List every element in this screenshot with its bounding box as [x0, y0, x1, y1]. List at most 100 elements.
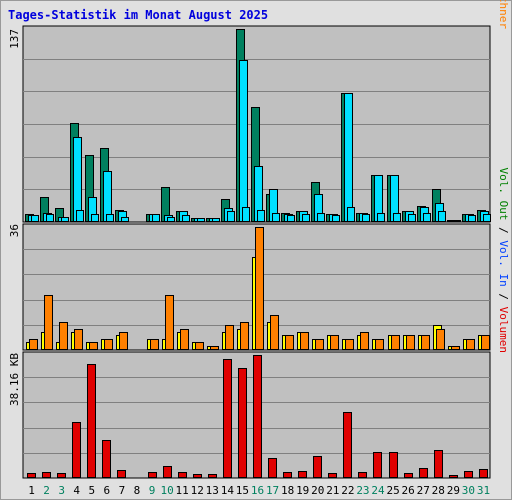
bar-seiten-day-17	[272, 213, 280, 222]
bar-seiten-day-25	[393, 213, 401, 222]
x-tick-label-day-25: 25	[386, 484, 399, 497]
bar-rechner-day-30	[466, 339, 475, 350]
bar-rechner-day-26	[406, 335, 415, 350]
bar-seiten-day-9	[152, 214, 160, 222]
bar-volumen-day-3	[57, 473, 66, 478]
bar-rechner-day-27	[421, 335, 430, 350]
bar-seiten-day-10	[167, 217, 175, 222]
bar-seiten-day-21	[332, 215, 340, 222]
x-tick-label-day-29: 29	[447, 484, 460, 497]
x-tick-label-day-1: 1	[28, 484, 35, 497]
y-max-label-volume: 38.16 KB	[8, 353, 21, 406]
bar-volumen-day-15	[238, 368, 247, 478]
bar-seiten-day-26	[408, 214, 416, 222]
bar-seiten-day-19	[302, 214, 310, 222]
bar-seiten-day-16	[257, 210, 265, 222]
x-tick-label-day-28: 28	[432, 484, 445, 497]
bar-volumen-day-31	[479, 469, 488, 478]
x-tick-label-day-23: 23	[356, 484, 369, 497]
bar-volumen-day-22	[343, 412, 352, 478]
bar-seiten-day-18	[287, 215, 295, 222]
bar-volumen-day-17	[268, 458, 277, 478]
x-tick-label-day-12: 12	[191, 484, 204, 497]
bar-rechner-day-22	[345, 339, 354, 350]
bar-volumen-day-4	[72, 422, 81, 478]
bar-seiten-day-22	[347, 207, 355, 222]
bar-volumen-day-21	[328, 473, 337, 478]
bar-rechner-day-9	[150, 339, 159, 350]
bar-seiten-day-24	[377, 213, 385, 222]
legend-bottom-item-0: Vol. Out	[497, 168, 510, 221]
bar-seiten-day-15	[242, 207, 250, 222]
bar-rechner-day-24	[375, 339, 384, 350]
x-axis-labels: 1 2 3 4 5 6 7 8 9 10 11 12 13 14 15 16 17 18 19 20 21 22 23 24 2…	[28, 484, 490, 497]
chart-panels	[22, 25, 491, 479]
bar-volumen-day-24	[373, 452, 382, 478]
x-tick-label-day-18: 18	[281, 484, 294, 497]
bar-rechner-day-25	[391, 335, 400, 350]
x-tick-label-day-31: 31	[477, 484, 490, 497]
bar-rechner-day-16	[255, 227, 264, 350]
bar-rechner-day-15	[240, 322, 249, 350]
bar-volumen-day-12	[193, 474, 202, 478]
bar-rechner-day-14	[225, 325, 234, 350]
bar-seiten-day-5	[91, 214, 99, 222]
legend-separator: /	[497, 287, 510, 307]
bar-seiten-day-30	[468, 215, 476, 222]
x-tick-label-day-5: 5	[88, 484, 95, 497]
x-tick-label-day-30: 30	[462, 484, 475, 497]
y-max-label-visits: 36	[8, 224, 21, 237]
bar-seiten-day-4	[76, 210, 84, 222]
x-tick-label-day-27: 27	[417, 484, 430, 497]
bar-volumen-day-30	[464, 471, 473, 478]
bar-rechner-day-21	[330, 335, 339, 350]
bar-rechner-day-18	[285, 335, 294, 350]
x-tick-label-day-4: 4	[73, 484, 80, 497]
bar-volumen-day-23	[358, 472, 367, 478]
bar-seiten-day-12	[197, 218, 205, 222]
bar-rechner-day-6	[104, 339, 113, 350]
x-tick-label-day-16: 16	[251, 484, 264, 497]
bar-volumen-day-6	[102, 440, 111, 478]
chart-title: Tages-Statistik im Monat August 2025	[8, 8, 269, 22]
x-tick-label-day-17: 17	[266, 484, 279, 497]
bar-dateien-day-15	[239, 60, 248, 222]
bar-volumen-day-26	[404, 473, 413, 478]
bar-seiten-day-7	[121, 217, 129, 222]
panel-requests	[22, 25, 491, 223]
legend-separator: /	[497, 221, 510, 241]
x-tick-label-day-9: 9	[149, 484, 156, 497]
bar-rechner-day-3	[59, 322, 68, 350]
bar-rechner-day-1	[29, 339, 38, 350]
bar-rechner-day-20	[315, 339, 324, 350]
bar-volumen-day-10	[163, 466, 172, 478]
bar-dateien-day-22	[344, 93, 353, 222]
bar-rechner-day-19	[300, 332, 309, 350]
legend-bottom-item-2: Volumen	[497, 307, 510, 353]
panel-visits	[22, 223, 491, 351]
bar-rechner-day-29	[451, 346, 460, 350]
x-tick-label-day-15: 15	[236, 484, 249, 497]
x-tick-label-day-6: 6	[104, 484, 111, 497]
bar-volumen-day-11	[178, 472, 187, 478]
bar-rechner-day-12	[195, 342, 204, 350]
bar-dateien-day-4	[73, 137, 82, 222]
bar-rechner-day-28	[436, 329, 445, 350]
x-tick-label-day-22: 22	[341, 484, 354, 497]
bar-volumen-day-20	[313, 456, 322, 478]
bar-volumen-day-28	[434, 450, 443, 478]
x-tick-label-day-20: 20	[311, 484, 324, 497]
right-legend-bottom: Vol. Out / Vol. In / Volumen	[497, 168, 510, 353]
bar-volumen-day-25	[389, 452, 398, 478]
bar-volumen-day-19	[298, 471, 307, 478]
bar-volumen-day-7	[117, 470, 126, 478]
bar-volumen-day-27	[419, 468, 428, 478]
bar-seiten-day-1	[31, 215, 39, 222]
bar-rechner-day-2	[44, 295, 53, 350]
bar-seiten-day-28	[438, 211, 446, 222]
bar-seiten-day-23	[362, 214, 370, 222]
bar-volumen-day-2	[42, 472, 51, 478]
x-tick-label-day-21: 21	[326, 484, 339, 497]
x-tick-label-day-7: 7	[119, 484, 126, 497]
